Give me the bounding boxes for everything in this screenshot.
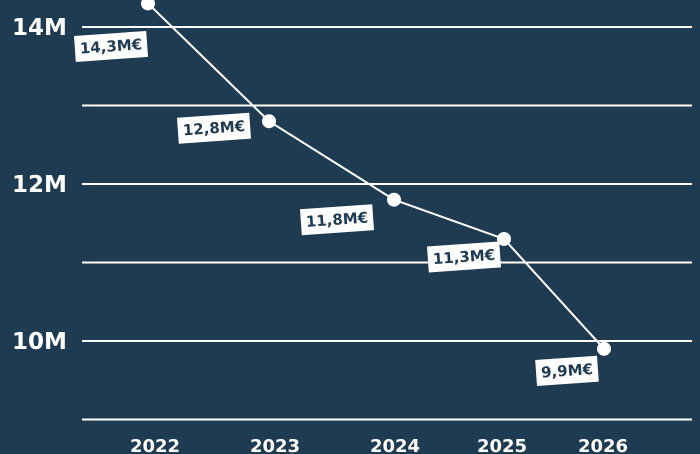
data-label-text-3: 11,3M€ — [432, 246, 495, 268]
y-tick-label-1: 12M — [12, 172, 67, 198]
data-label-text-2: 11,8M€ — [305, 209, 368, 231]
data-label-box-1 — [176, 112, 252, 144]
data-label-1: 12,8M€ — [176, 112, 252, 144]
data-labels: 14,3M€ 12,8M€ 11,8M€ 11,3M€ 9,9M€ — [73, 30, 599, 386]
data-label-2: 11,8M€ — [299, 204, 375, 236]
data-point-3 — [497, 231, 511, 246]
gridlines — [82, 26, 692, 421]
series-polyline — [147, 2, 605, 350]
data-label-box-2 — [299, 204, 375, 236]
x-tick-label-1: 2023 — [250, 436, 300, 454]
data-label-text-0: 14,3M€ — [79, 35, 142, 57]
data-label-box-4 — [535, 355, 599, 386]
y-tick-label-0: 14M — [12, 15, 67, 41]
data-label-0: 14,3M€ — [73, 30, 149, 62]
series-line — [147, 2, 605, 350]
data-points — [141, 0, 611, 356]
data-label-3: 11,3M€ — [426, 241, 502, 273]
data-point-2 — [387, 192, 401, 207]
x-tick-label-3: 2025 — [477, 436, 527, 454]
x-tick-label-2: 2024 — [370, 436, 420, 454]
data-label-4: 9,9M€ — [535, 355, 599, 386]
data-point-4 — [597, 341, 611, 356]
x-tick-label-4: 2026 — [578, 436, 628, 454]
data-label-text-1: 12,8M€ — [182, 117, 245, 139]
y-axis: 14M 12M 10M — [12, 15, 67, 355]
x-tick-label-0: 2022 — [130, 436, 180, 454]
y-tick-label-2: 10M — [12, 329, 67, 355]
data-label-box-3 — [426, 241, 502, 273]
data-point-0 — [141, 0, 155, 11]
data-label-text-4: 9,9M€ — [540, 360, 593, 382]
x-axis: 2022 2023 2024 2025 2026 — [130, 436, 628, 454]
data-point-1 — [262, 114, 276, 129]
data-label-box-0 — [73, 30, 149, 62]
